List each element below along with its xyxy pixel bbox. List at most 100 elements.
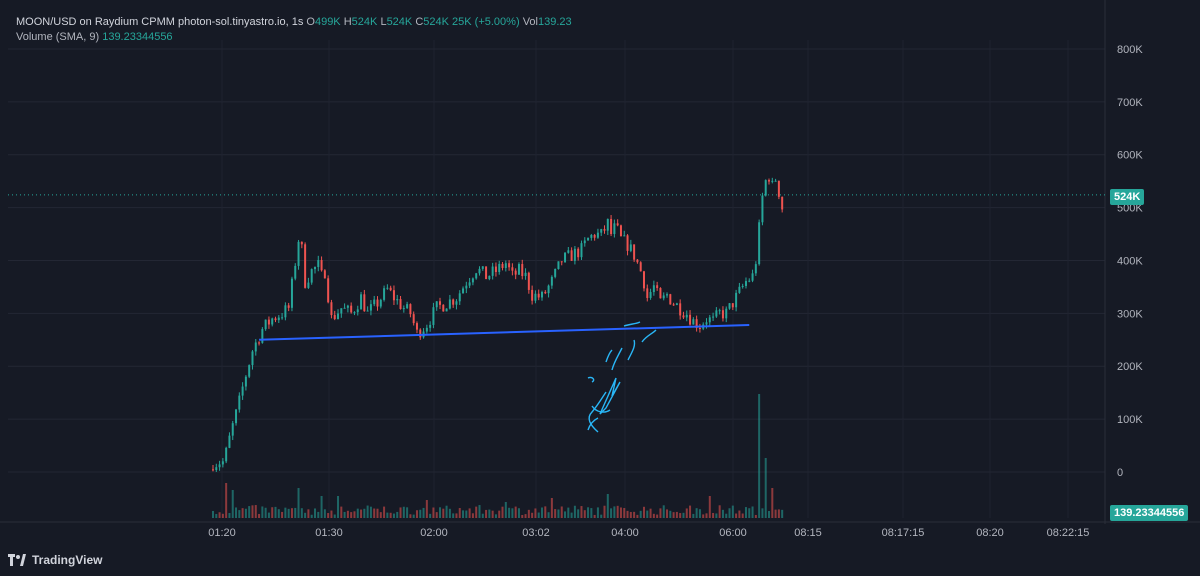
volume-bar [702,514,705,518]
volume-bar [313,508,316,518]
volume-bar [735,513,738,518]
volume-bar [758,394,761,518]
volume-bar [672,512,675,518]
freehand-drawing [591,405,611,413]
tradingview-logo[interactable]: TradingView [8,553,102,567]
volume-bar [744,507,747,518]
volume-bar [475,506,478,518]
volume-bar [754,514,757,518]
volume-bar [327,513,330,518]
candle-body [682,315,685,318]
freehand-drawing [623,321,641,327]
volume-bar [435,512,438,518]
open-value: 499K [314,16,341,28]
volume-bar [458,508,461,518]
volume-bar [689,505,692,518]
volume-bar [297,488,300,518]
candle-body [432,307,435,325]
candle-body [251,351,254,366]
volume-bar [485,509,488,518]
volume-bar [284,507,287,518]
candle-body [212,469,214,471]
volume-bar [633,511,636,518]
candle-body [396,299,399,301]
candle-body [603,229,606,231]
volume-bar [623,508,626,518]
volume-bar [320,496,323,518]
volume-bar [557,509,560,518]
volume-badge: 139.23344556 [1110,505,1189,521]
candle-body [534,293,537,301]
x-tick-label: 03:02 [522,527,550,539]
candle-body [310,269,313,283]
candle-body [511,267,514,271]
candle-body [728,303,731,309]
candle-body [768,180,771,182]
volume-bar [698,509,701,518]
volume-bar [294,507,297,518]
candle-body [346,305,349,308]
candle-body [656,285,659,289]
x-tick-label: 01:30 [315,527,343,539]
candle-body [708,317,711,323]
volume-bar [764,458,767,518]
candle-body [307,282,310,288]
candle-body [481,266,484,269]
y-tick-label: 700K [1117,97,1143,109]
volume-bar [636,514,639,518]
candle-body [435,301,438,308]
volume-bar [639,510,642,518]
candle-body [231,423,234,436]
volume-bar [478,505,481,518]
candle-body [754,264,757,274]
change-value: 25K (+5.00%) [452,16,520,28]
candle-body [573,248,576,261]
volume-bar [281,511,284,518]
volume-bar [337,496,340,518]
candle-body [748,280,751,282]
y-tick-label: 600K [1117,150,1143,162]
candle-body [738,286,741,293]
volume-bar [550,498,553,518]
candle-body [652,285,655,293]
volume-bar [705,513,708,518]
candle-body [596,232,599,238]
volume-bar [452,513,455,518]
candle-body [494,266,497,272]
candle-body [636,259,639,263]
candle-body [330,302,333,316]
volume-bar [669,510,672,518]
freehand-drawing [605,349,613,363]
volume-bar [567,507,570,518]
close-value: 524K [423,16,449,28]
y-tick-label: 200K [1117,361,1143,373]
volume-bar [419,509,422,518]
volume-bar [225,483,228,518]
candle-body [376,299,379,307]
volume-bar [692,513,695,518]
candle-body [679,303,682,316]
candle-body [721,310,724,319]
candle-body [544,291,547,294]
y-tick-label: 100K [1117,414,1143,426]
volume-bar [304,512,307,518]
candle-body [583,240,586,244]
candle-body [554,268,557,277]
volume-bar [481,513,484,518]
candle-body [452,299,455,305]
freehand-drawing [588,391,607,433]
volume-bar [235,507,238,518]
volume-bar [642,506,645,518]
volume-bar [679,513,682,518]
volume-indicator-name: Volume (SMA, 9) [16,31,100,43]
candle-body [764,180,767,196]
candle-body [294,265,297,279]
candle-body [698,327,701,329]
volume-bar [768,510,771,518]
volume-bar [570,512,573,518]
candle-body [363,294,366,312]
volume-bar [488,509,491,518]
candle-body [514,270,517,275]
volume-bar [287,508,290,518]
